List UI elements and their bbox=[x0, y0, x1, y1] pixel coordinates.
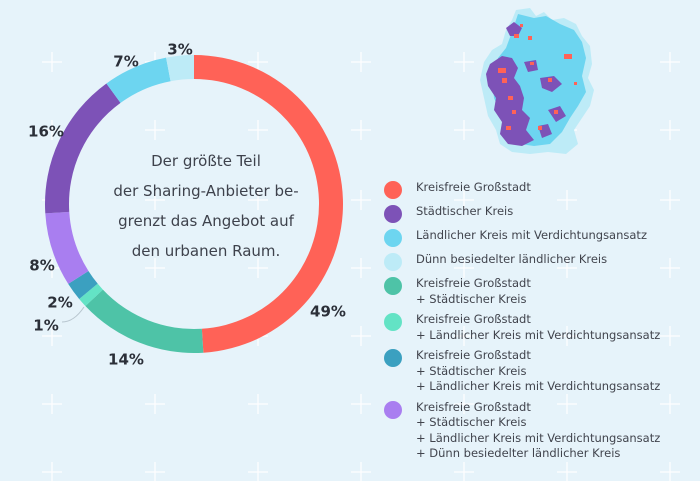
legend-item: Kreisfreie Großstadt + Städtischer Kreis bbox=[384, 276, 694, 307]
slice-value-label: 3% bbox=[167, 41, 192, 59]
legend-label-line: Kreisfreie Großstadt bbox=[416, 348, 531, 362]
center-text-line: grenzt das Angebot auf bbox=[118, 212, 294, 230]
slice-value-label: 7% bbox=[113, 53, 138, 71]
legend-label: Städtischer Kreis bbox=[416, 204, 513, 220]
legend-item: Kreisfreie Großstadt + Städtischer Kreis +… bbox=[384, 348, 694, 395]
legend-label-line: + Städtischer Kreis bbox=[416, 291, 527, 306]
legend-label-line: + Ländlicher Kreis mit Verdichtungsansat… bbox=[416, 379, 661, 393]
donut-slice bbox=[106, 57, 171, 103]
legend-label: Dünn besiedelter ländlicher Kreis bbox=[416, 252, 607, 268]
legend-color-dot bbox=[384, 277, 402, 295]
legend-label: Ländlicher Kreis mit Verdichtungsansatz bbox=[416, 228, 647, 244]
legend-label: Kreisfreie Großstadt + Städtischer Kreis +… bbox=[416, 348, 660, 395]
legend-color-dot bbox=[384, 313, 402, 331]
center-text-line: Der größte Teil bbox=[151, 152, 261, 170]
slice-value-label: 1% bbox=[33, 317, 58, 335]
legend-item: Dünn besiedelter ländlicher Kreis bbox=[384, 252, 694, 271]
legend-color-dot bbox=[384, 400, 402, 419]
legend: Kreisfreie Großstadt Städtischer Kreis Län… bbox=[384, 180, 694, 467]
legend-label: Kreisfreie Großstadt + Ländlicher Kreis m… bbox=[416, 312, 660, 343]
legend-color-dot bbox=[384, 181, 402, 199]
donut-slice bbox=[194, 55, 344, 353]
donut-slice bbox=[79, 283, 103, 306]
legend-label-line: Ländlicher Kreis mit Verdichtungsansatz bbox=[416, 228, 647, 242]
germany-map bbox=[480, 8, 594, 154]
legend-label-line: Städtischer Kreis bbox=[416, 204, 514, 218]
legend-label-line: + Ländlicher Kreis mit Verdichtungsansat… bbox=[416, 430, 661, 445]
donut-slice bbox=[45, 83, 121, 214]
center-text-line: der Sharing-Anbieter be- bbox=[113, 182, 299, 200]
map-region-urban bbox=[506, 22, 566, 138]
legend-item: Kreisfreie Großstadt + Ländlicher Kreis m… bbox=[384, 312, 694, 343]
slice-value-label: 49% bbox=[310, 303, 346, 321]
slice-value-label: 2% bbox=[47, 294, 72, 312]
legend-item: Kreisfreie Großstadt + Städtischer Kreis +… bbox=[384, 400, 694, 462]
donut-slice bbox=[68, 270, 98, 299]
donut-slice bbox=[45, 211, 89, 284]
donut-chart: 49% 14% 1% 2% 8% 16% 7% 3% bbox=[28, 41, 346, 369]
donut-slice bbox=[85, 289, 204, 353]
legend-label: Kreisfreie Großstadt bbox=[416, 180, 531, 196]
legend-label-line: Kreisfreie Großstadt bbox=[416, 180, 531, 194]
donut-center-text: Der größte Teil der Sharing-Anbieter be-… bbox=[108, 146, 304, 266]
center-text-line: den urbanen Raum. bbox=[131, 242, 281, 260]
legend-label-line: + Dünn besiedelter ländlicher Kreis bbox=[416, 446, 621, 460]
slice-value-label: 16% bbox=[28, 123, 64, 141]
leader-line bbox=[61, 306, 85, 323]
legend-label: Kreisfreie Großstadt + Städtischer Kreis +… bbox=[416, 400, 660, 462]
donut-slice bbox=[166, 55, 194, 82]
legend-item: Ländlicher Kreis mit Verdichtungsansatz bbox=[384, 228, 694, 247]
legend-item: Städtischer Kreis bbox=[384, 204, 694, 223]
legend-label-line: Kreisfreie Großstadt bbox=[416, 312, 531, 326]
legend-item: Kreisfreie Großstadt bbox=[384, 180, 694, 199]
legend-label-line: + Ländlicher Kreis mit Verdichtungsansat… bbox=[416, 327, 661, 342]
legend-label-line: + Städtischer Kreis bbox=[416, 363, 527, 378]
slice-value-label: 8% bbox=[29, 257, 54, 275]
legend-label: Kreisfreie Großstadt + Städtischer Kreis bbox=[416, 276, 531, 307]
map-region-urban bbox=[486, 56, 534, 146]
legend-label-line: + Städtischer Kreis bbox=[416, 415, 527, 429]
legend-label-line: Kreisfreie Großstadt bbox=[416, 399, 531, 414]
slice-value-label: 14% bbox=[108, 351, 144, 369]
legend-color-dot bbox=[384, 253, 402, 271]
legend-color-dot bbox=[384, 205, 402, 223]
legend-label-line: Kreisfreie Großstadt bbox=[416, 276, 531, 290]
legend-color-dot bbox=[384, 349, 402, 367]
legend-label-line: Dünn besiedelter ländlicher Kreis bbox=[416, 252, 608, 266]
legend-color-dot bbox=[384, 229, 402, 247]
map-cities bbox=[498, 24, 577, 130]
